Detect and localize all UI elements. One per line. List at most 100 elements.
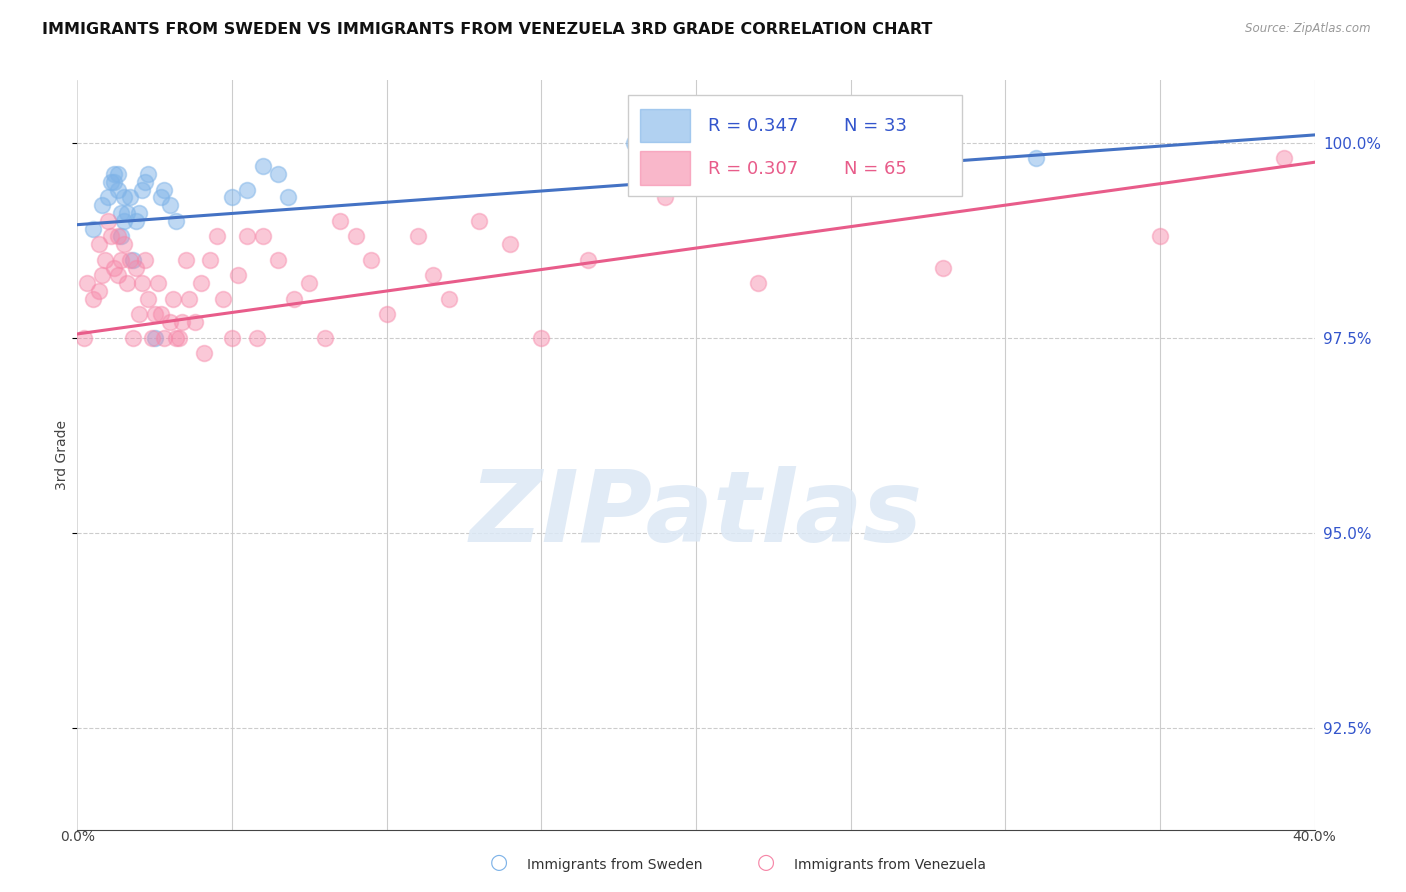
Point: [115, 206, 138, 220]
Point: [344, 229, 367, 244]
Point: [138, 292, 160, 306]
Point: [468, 214, 491, 228]
Point: [112, 190, 135, 204]
Point: [91, 268, 114, 283]
Point: [118, 190, 141, 204]
Point: [122, 252, 145, 267]
Point: [82, 221, 104, 235]
Point: [118, 252, 141, 267]
Point: [149, 308, 172, 322]
FancyBboxPatch shape: [640, 152, 690, 186]
Point: [169, 331, 191, 345]
Point: [115, 277, 138, 291]
Point: [839, 167, 862, 181]
Text: R = 0.307: R = 0.307: [709, 160, 799, 178]
Point: [107, 229, 129, 244]
Point: [97, 214, 120, 228]
Point: [298, 277, 321, 291]
Point: [134, 252, 156, 267]
Point: [131, 183, 153, 197]
Point: [190, 277, 212, 291]
Point: [125, 214, 148, 228]
Point: [103, 260, 125, 275]
Point: [110, 229, 132, 244]
Point: [221, 190, 243, 204]
Point: [110, 252, 132, 267]
Point: [159, 198, 181, 212]
Point: [128, 206, 150, 220]
Point: [221, 331, 243, 345]
Point: [91, 198, 114, 212]
Point: [200, 252, 222, 267]
Point: [107, 183, 129, 197]
Point: [159, 315, 181, 329]
Point: [360, 252, 382, 267]
Point: [107, 167, 129, 181]
Point: [375, 308, 398, 322]
Text: Immigrants from Venezuela: Immigrants from Venezuela: [794, 858, 987, 872]
Point: [530, 331, 553, 345]
Point: [267, 167, 290, 181]
FancyBboxPatch shape: [628, 95, 962, 196]
Point: [184, 315, 207, 329]
Point: [153, 183, 176, 197]
Point: [422, 268, 444, 283]
Point: [131, 277, 153, 291]
Text: Immigrants from Sweden: Immigrants from Sweden: [527, 858, 703, 872]
Point: [252, 229, 274, 244]
Point: [125, 260, 148, 275]
FancyBboxPatch shape: [640, 109, 690, 143]
Point: [654, 190, 676, 204]
Point: [162, 292, 184, 306]
Point: [87, 237, 110, 252]
Text: ○: ○: [758, 853, 775, 872]
Text: IMMIGRANTS FROM SWEDEN VS IMMIGRANTS FROM VENEZUELA 3RD GRADE CORRELATION CHART: IMMIGRANTS FROM SWEDEN VS IMMIGRANTS FRO…: [42, 22, 932, 37]
Point: [87, 284, 110, 298]
Point: [314, 331, 336, 345]
Point: [1149, 229, 1171, 244]
Point: [165, 331, 187, 345]
Point: [76, 277, 98, 291]
Point: [149, 190, 172, 204]
Text: N = 65: N = 65: [845, 160, 907, 178]
Point: [143, 308, 166, 322]
Text: Source: ZipAtlas.com: Source: ZipAtlas.com: [1246, 22, 1371, 36]
Point: [165, 214, 187, 228]
Point: [146, 277, 169, 291]
Point: [107, 268, 129, 283]
Text: R = 0.347: R = 0.347: [709, 117, 799, 135]
Point: [236, 183, 259, 197]
Point: [623, 136, 645, 150]
Point: [97, 190, 120, 204]
Point: [103, 167, 125, 181]
Point: [277, 190, 299, 204]
Y-axis label: 3rd Grade: 3rd Grade: [55, 420, 69, 490]
Point: [141, 331, 163, 345]
Point: [226, 268, 249, 283]
Point: [932, 260, 955, 275]
Point: [112, 237, 135, 252]
Point: [747, 277, 769, 291]
Point: [499, 237, 522, 252]
Point: [236, 229, 259, 244]
Point: [406, 229, 429, 244]
Point: [122, 331, 145, 345]
Point: [103, 175, 125, 189]
Point: [112, 214, 135, 228]
Text: 40.0%: 40.0%: [1292, 830, 1337, 844]
Text: 0.0%: 0.0%: [60, 830, 94, 844]
Point: [205, 229, 228, 244]
Point: [1025, 152, 1047, 166]
Point: [267, 252, 290, 267]
Point: [82, 292, 104, 306]
Point: [110, 206, 132, 220]
Point: [134, 175, 156, 189]
Point: [174, 252, 197, 267]
Point: [172, 315, 194, 329]
Point: [153, 331, 176, 345]
Point: [143, 331, 166, 345]
Point: [72, 331, 94, 345]
Point: [211, 292, 233, 306]
Point: [437, 292, 460, 306]
Text: N = 33: N = 33: [845, 117, 907, 135]
